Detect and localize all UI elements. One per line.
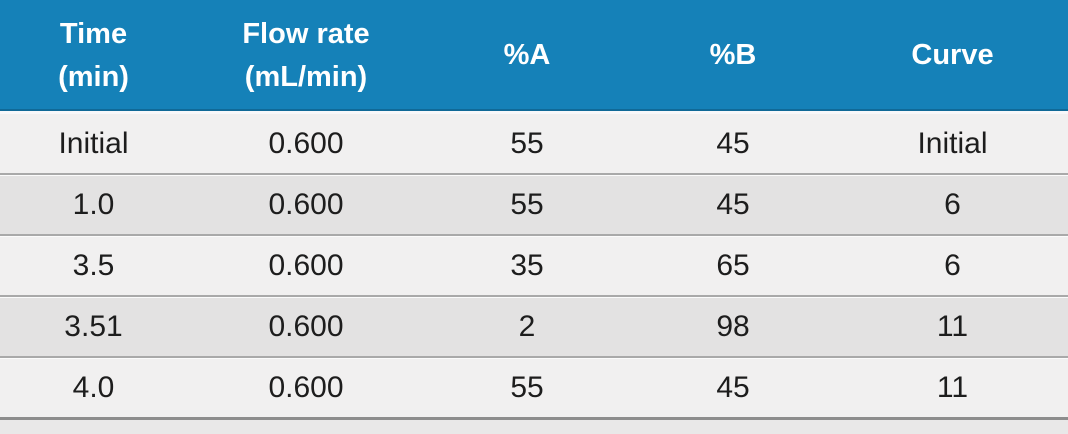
table-row: 3.51 0.600 2 98 11 <box>0 295 1068 357</box>
column-header-time: Time (min) <box>0 0 187 114</box>
table-cell-percent-b: 65 <box>629 234 837 296</box>
table-cell-percent-a: 35 <box>425 234 629 296</box>
column-header-curve: Curve <box>837 0 1068 114</box>
column-header-label: Flow rate <box>242 17 370 50</box>
table-cell-percent-a: 2 <box>425 295 629 357</box>
column-header-label: Curve <box>911 39 994 71</box>
table-cell-time: 1.0 <box>0 173 187 235</box>
table-row: 4.0 0.600 55 45 11 <box>0 356 1068 420</box>
table-cell-percent-a: 55 <box>425 356 629 420</box>
table-cell-percent-b: 45 <box>629 112 837 174</box>
column-header-label: %A <box>503 39 551 71</box>
table-cell-flow-rate: 0.600 <box>187 234 425 296</box>
column-header-sublabel: (mL/min) <box>244 60 368 93</box>
table-cell-curve: 11 <box>837 356 1068 420</box>
table-cell-percent-a: 55 <box>425 112 629 174</box>
table-cell-flow-rate: 0.600 <box>187 173 425 235</box>
table-row: 3.5 0.600 35 65 6 <box>0 234 1068 296</box>
table-row: 1.0 0.600 55 45 6 <box>0 173 1068 235</box>
column-header-flow-rate: Flow rate (mL/min) <box>187 0 425 114</box>
gradient-method-table: Time (min) Flow rate (mL/min) %A %B Curv… <box>0 0 1068 420</box>
column-header-percent-a: %A <box>425 0 629 114</box>
table-cell-percent-a: 55 <box>425 173 629 235</box>
column-header-sublabel: (min) <box>58 60 129 93</box>
table-cell-curve: Initial <box>837 112 1068 174</box>
header-row: Time (min) Flow rate (mL/min) %A %B Curv… <box>0 0 1068 114</box>
table-cell-time: 3.51 <box>0 295 187 357</box>
table-cell-time: 4.0 <box>0 356 187 420</box>
table-cell-percent-b: 45 <box>629 173 837 235</box>
column-header-label: Time <box>59 17 128 50</box>
table-cell-curve: 6 <box>837 173 1068 235</box>
column-header-percent-b: %B <box>629 0 837 114</box>
table-cell-flow-rate: 0.600 <box>187 356 425 420</box>
table-cell-time: Initial <box>0 112 187 174</box>
table-cell-curve: 6 <box>837 234 1068 296</box>
table-cell-percent-b: 45 <box>629 356 837 420</box>
table-cell-flow-rate: 0.600 <box>187 295 425 357</box>
table-cell-flow-rate: 0.600 <box>187 112 425 174</box>
table-cell-time: 3.5 <box>0 234 187 296</box>
column-header-label: %B <box>709 39 757 71</box>
table-cell-percent-b: 98 <box>629 295 837 357</box>
table-row: Initial 0.600 55 45 Initial <box>0 112 1068 174</box>
table-cell-curve: 11 <box>837 295 1068 357</box>
